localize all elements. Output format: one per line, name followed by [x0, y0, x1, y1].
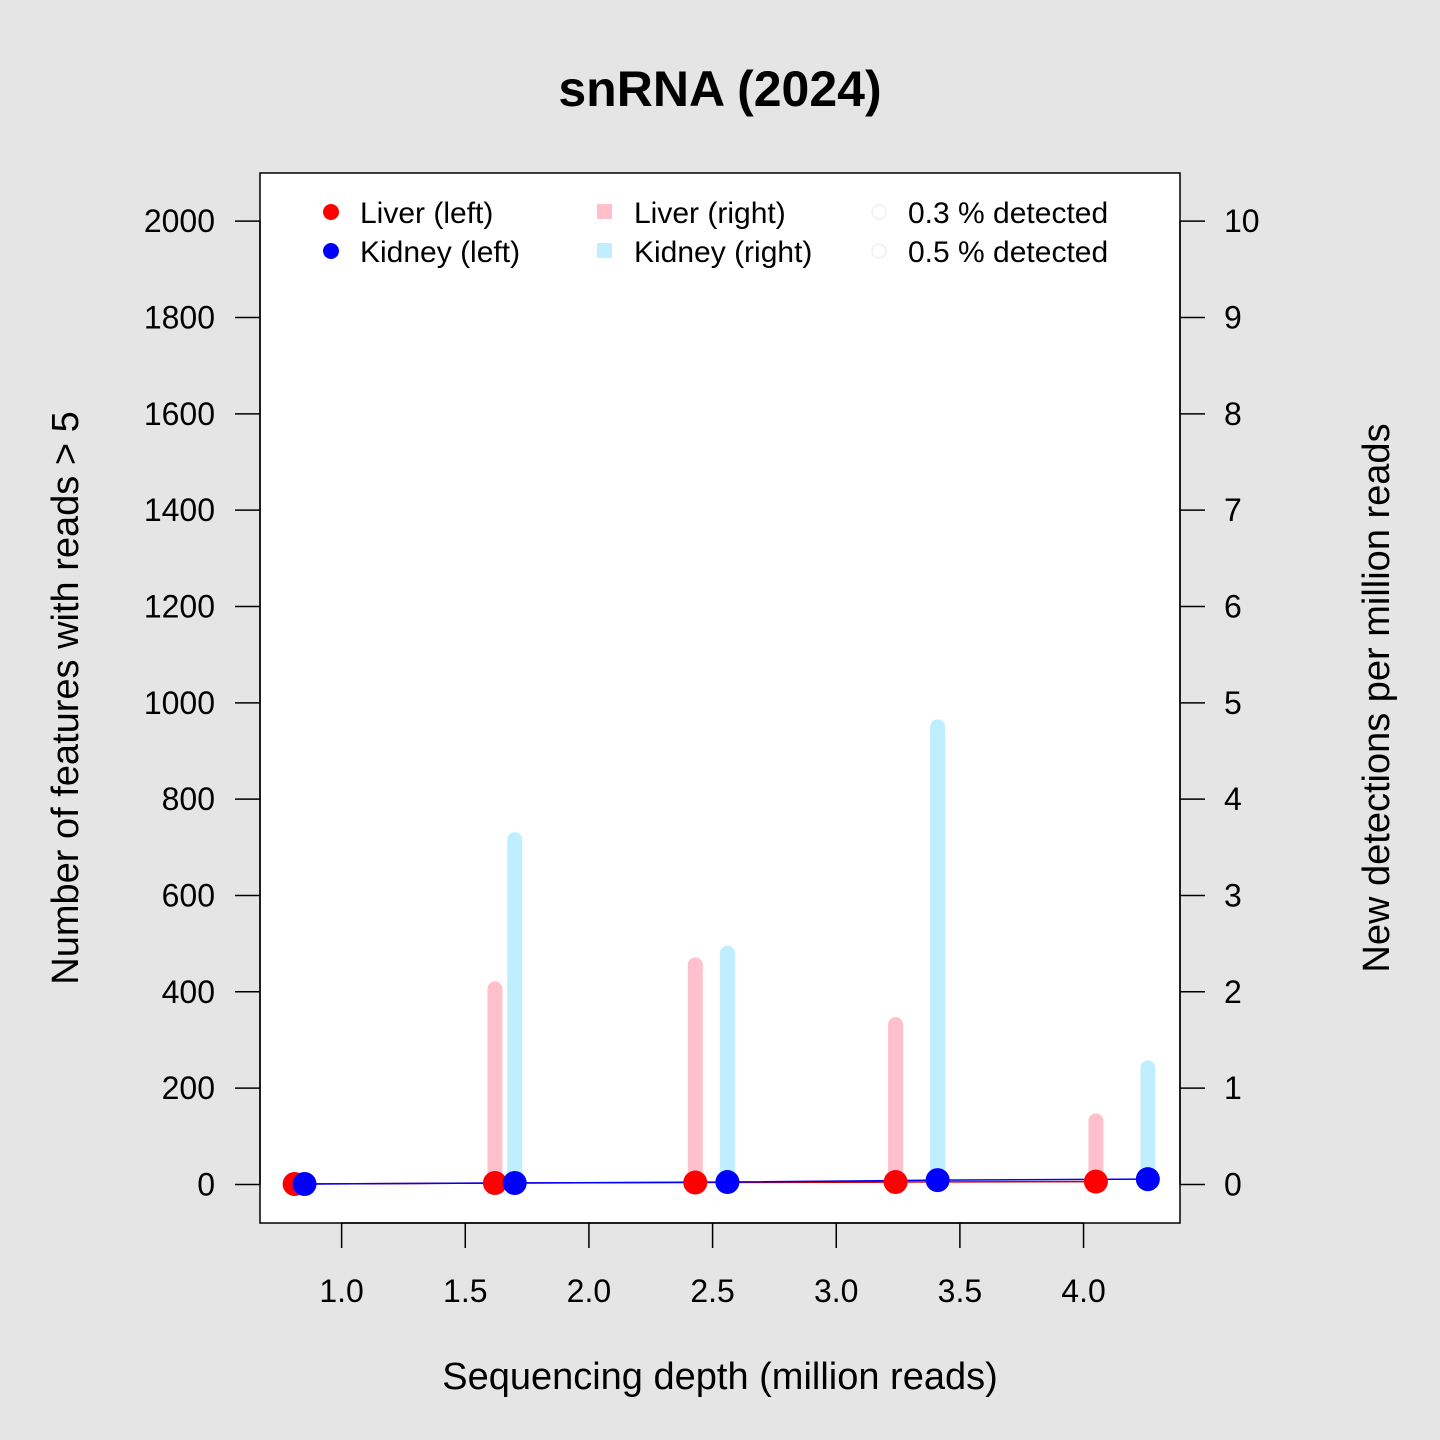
legend-label-detected-03: 0.3 % detected [908, 197, 1108, 230]
kidney-left-point [715, 1170, 740, 1195]
legend: Liver (left) Kidney (left) Liver (right)… [323, 197, 1108, 269]
y-tick-label-right: 9 [1224, 299, 1242, 335]
y-tick-label-left: 400 [162, 974, 215, 1010]
y-tick-label-right: 2 [1224, 974, 1242, 1010]
liver-left-point [1083, 1169, 1108, 1194]
kidney-left-point [925, 1168, 950, 1193]
legend-label-liver-left: Liver (left) [360, 197, 493, 230]
legend-label-liver-right: Liver (right) [634, 197, 786, 230]
y-tick-label-right: 5 [1224, 685, 1242, 721]
chart-title: snRNA (2024) [558, 61, 881, 117]
left-axis-points [282, 1167, 1160, 1196]
kidney-left-point [1135, 1167, 1160, 1192]
right-axis-bars [487, 719, 1156, 1192]
legend-label-kidney-left: Kidney (left) [360, 236, 520, 269]
y-tick-label-right: 4 [1224, 781, 1242, 817]
x-tick-label: 1.5 [443, 1273, 487, 1309]
y-axis-label-left: Number of features with reads > 5 [45, 411, 87, 984]
y-tick-label-left: 2000 [144, 203, 215, 239]
legend-marker-kidney-left [323, 243, 339, 259]
axes: 1.0 1.5 2.0 2.5 3.0 3.5 4.00200400600800100012… [144, 203, 1260, 1309]
y-tick-label-left: 600 [162, 877, 215, 913]
y-tick-label-right: 10 [1224, 203, 1260, 239]
x-tick-label: 3.5 [938, 1273, 982, 1309]
y-tick-label-right: 1 [1224, 1070, 1242, 1106]
y-tick-label-right: 0 [1224, 1166, 1242, 1202]
x-tick-label: 2.0 [567, 1273, 611, 1309]
legend-label-detected-05: 0.5 % detected [908, 236, 1108, 269]
liver-left-point [482, 1171, 507, 1196]
y-tick-label-right: 7 [1224, 492, 1242, 528]
y-tick-label-left: 800 [162, 781, 215, 817]
x-tick-label: 2.5 [690, 1273, 734, 1309]
legend-marker-liver-left [323, 204, 339, 220]
legend-marker-detected-05 [871, 243, 887, 259]
y-tick-label-left: 1800 [144, 299, 215, 335]
legend-marker-detected-03 [871, 204, 887, 220]
x-axis-label: Sequencing depth (million reads) [442, 1356, 998, 1398]
legend-label-kidney-right: Kidney (right) [634, 236, 812, 269]
y-tick-label-left: 200 [162, 1070, 215, 1106]
kidney-left-point [292, 1171, 317, 1196]
y-tick-label-right: 3 [1224, 877, 1242, 913]
y-tick-label-right: 8 [1224, 396, 1242, 432]
kidney-left-point [502, 1171, 527, 1196]
liver-left-point [683, 1170, 708, 1195]
y-tick-label-right: 6 [1224, 588, 1242, 624]
y-tick-label-left: 1200 [144, 588, 215, 624]
y-axis-label-right: New detections per million reads [1356, 423, 1398, 972]
liver-left-point [883, 1170, 908, 1195]
legend-marker-kidney-right [597, 243, 612, 258]
y-tick-label-left: 0 [197, 1166, 215, 1202]
y-tick-label-left: 1400 [144, 492, 215, 528]
x-tick-label: 3.0 [814, 1273, 858, 1309]
x-tick-label: 4.0 [1061, 1273, 1105, 1309]
y-tick-label-left: 1600 [144, 396, 215, 432]
legend-marker-liver-right [597, 204, 612, 219]
x-tick-label: 1.0 [319, 1273, 363, 1309]
y-tick-label-left: 1000 [144, 685, 215, 721]
